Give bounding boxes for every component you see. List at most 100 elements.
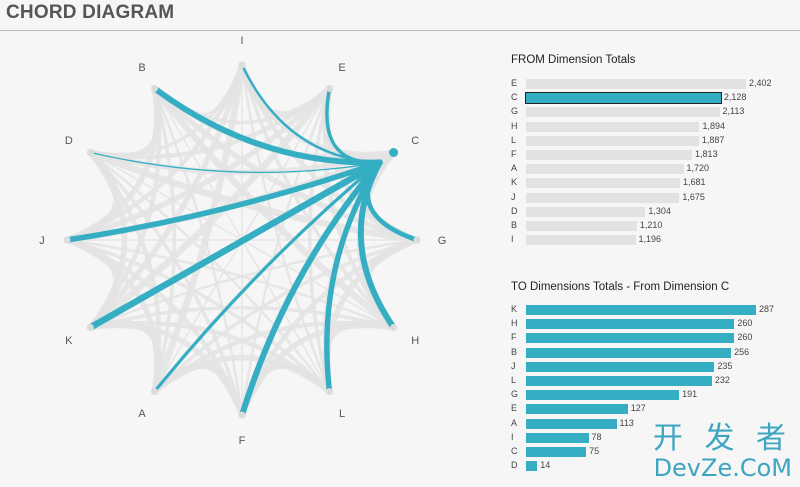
to-bar-K[interactable] [526, 305, 756, 315]
from-label-D: D [511, 205, 518, 216]
from-label-C: C [511, 92, 518, 103]
to-label-D: D [511, 460, 518, 471]
highlighted-chords [64, 63, 420, 418]
chord-I-A [151, 64, 246, 393]
chord-H-L [321, 319, 395, 393]
from-value-H: 1,894 [702, 120, 725, 131]
from-bar-D[interactable] [526, 206, 646, 217]
chord-G-K [89, 238, 418, 329]
to-value-D: 14 [540, 460, 551, 471]
to-totals-title: TO Dimensions Totals - From Dimension C [511, 281, 730, 293]
chord-E-K [88, 86, 333, 331]
to-value-G: 191 [682, 389, 698, 400]
from-bar-L[interactable] [526, 135, 699, 146]
from-bar-G[interactable] [526, 107, 720, 118]
chord-L-D [89, 151, 331, 393]
to-bar-E[interactable] [526, 404, 628, 415]
flow-B-to-C [151, 85, 383, 166]
to-label-E: E [511, 403, 518, 414]
node-label-E: E [338, 62, 345, 74]
chord-E-F [240, 87, 331, 416]
flow-D-to-C [89, 151, 381, 173]
to-value-B: 256 [734, 346, 750, 357]
from-bar-F[interactable] [526, 149, 693, 160]
chord-F-B [153, 87, 244, 416]
to-label-A: A [511, 417, 518, 428]
chord-D-B [89, 87, 163, 161]
from-bar-K[interactable] [526, 178, 680, 189]
chord-A-B [152, 87, 176, 393]
from-value-D: 1,304 [648, 205, 671, 216]
to-bar-H[interactable] [526, 319, 735, 330]
to-label-I: I [511, 431, 514, 442]
from-bar-C[interactable] [525, 92, 722, 105]
node-label-K: K [65, 335, 73, 347]
to-bar-J[interactable] [526, 361, 715, 372]
to-value-H: 260 [737, 318, 753, 329]
from-label-H: H [511, 120, 518, 131]
from-label-A: A [511, 163, 518, 174]
to-label-L: L [511, 374, 517, 385]
node-label-B: B [138, 62, 145, 74]
chord-G-D [89, 149, 418, 244]
from-bar-J[interactable] [526, 192, 680, 203]
from-bar-B[interactable] [526, 220, 637, 231]
to-bar-G[interactable] [526, 390, 680, 401]
from-bar-E[interactable] [526, 79, 746, 89]
to-value-C: 75 [589, 445, 600, 456]
to-label-K: K [511, 304, 518, 314]
flow-G-to-C [365, 160, 420, 243]
node-label-C: C [411, 135, 419, 147]
from-value-J: 1,675 [682, 191, 705, 202]
watermark-line1: 开 发 者 [652, 421, 792, 456]
node-label-A: A [138, 408, 146, 420]
from-bar-A[interactable] [526, 164, 684, 175]
to-label-J: J [511, 360, 516, 371]
from-value-C: 2,128 [723, 92, 747, 103]
from-totals-title: FROM Dimension Totals [511, 54, 636, 66]
from-label-B: B [511, 219, 518, 230]
watermark-line2: DevZe.CoM [653, 454, 792, 482]
to-bar-F[interactable] [526, 333, 735, 344]
node-K [86, 324, 94, 331]
to-bar-L[interactable] [526, 375, 712, 386]
from-bar-H[interactable] [526, 121, 700, 132]
node-A [151, 388, 158, 396]
node-label-J: J [39, 235, 45, 247]
to-value-L: 232 [714, 374, 730, 385]
node-L [326, 388, 333, 396]
to-bar-A[interactable] [526, 418, 617, 429]
node-label-G: G [438, 235, 447, 247]
from-value-I: 1,196 [638, 234, 662, 245]
to-bar-I[interactable] [526, 432, 589, 443]
to-value-I: 78 [591, 431, 602, 442]
to-label-F: F [511, 332, 517, 343]
chord-H-K [89, 306, 395, 330]
chord-diagram: I E C G H L F A K J D B [39, 35, 447, 447]
to-value-K: 287 [759, 304, 775, 314]
chord-H-J [66, 238, 395, 329]
from-bar-I[interactable] [526, 235, 636, 246]
chord-H-B [151, 86, 396, 331]
to-bar-D[interactable] [526, 461, 538, 472]
flow-L-to-C [324, 159, 383, 395]
node-G [413, 236, 421, 244]
from-value-A: 1,720 [686, 163, 710, 174]
node-C [389, 148, 399, 157]
node-label-I: I [240, 35, 243, 47]
from-label-I: I [511, 234, 514, 245]
node-F [238, 411, 246, 419]
node-D [86, 149, 94, 156]
to-bar-B[interactable] [526, 347, 732, 358]
to-label-H: H [511, 318, 518, 329]
node-H [390, 324, 398, 331]
to-bar-C[interactable] [526, 446, 587, 457]
to-value-A: 113 [619, 417, 634, 428]
node-E [326, 84, 333, 92]
to-label-B: B [511, 346, 518, 357]
node-label-H: H [411, 335, 419, 347]
node-I [238, 61, 246, 69]
from-value-G: 2,113 [722, 106, 745, 117]
from-label-L: L [511, 134, 517, 145]
node-label-L: L [339, 408, 345, 420]
